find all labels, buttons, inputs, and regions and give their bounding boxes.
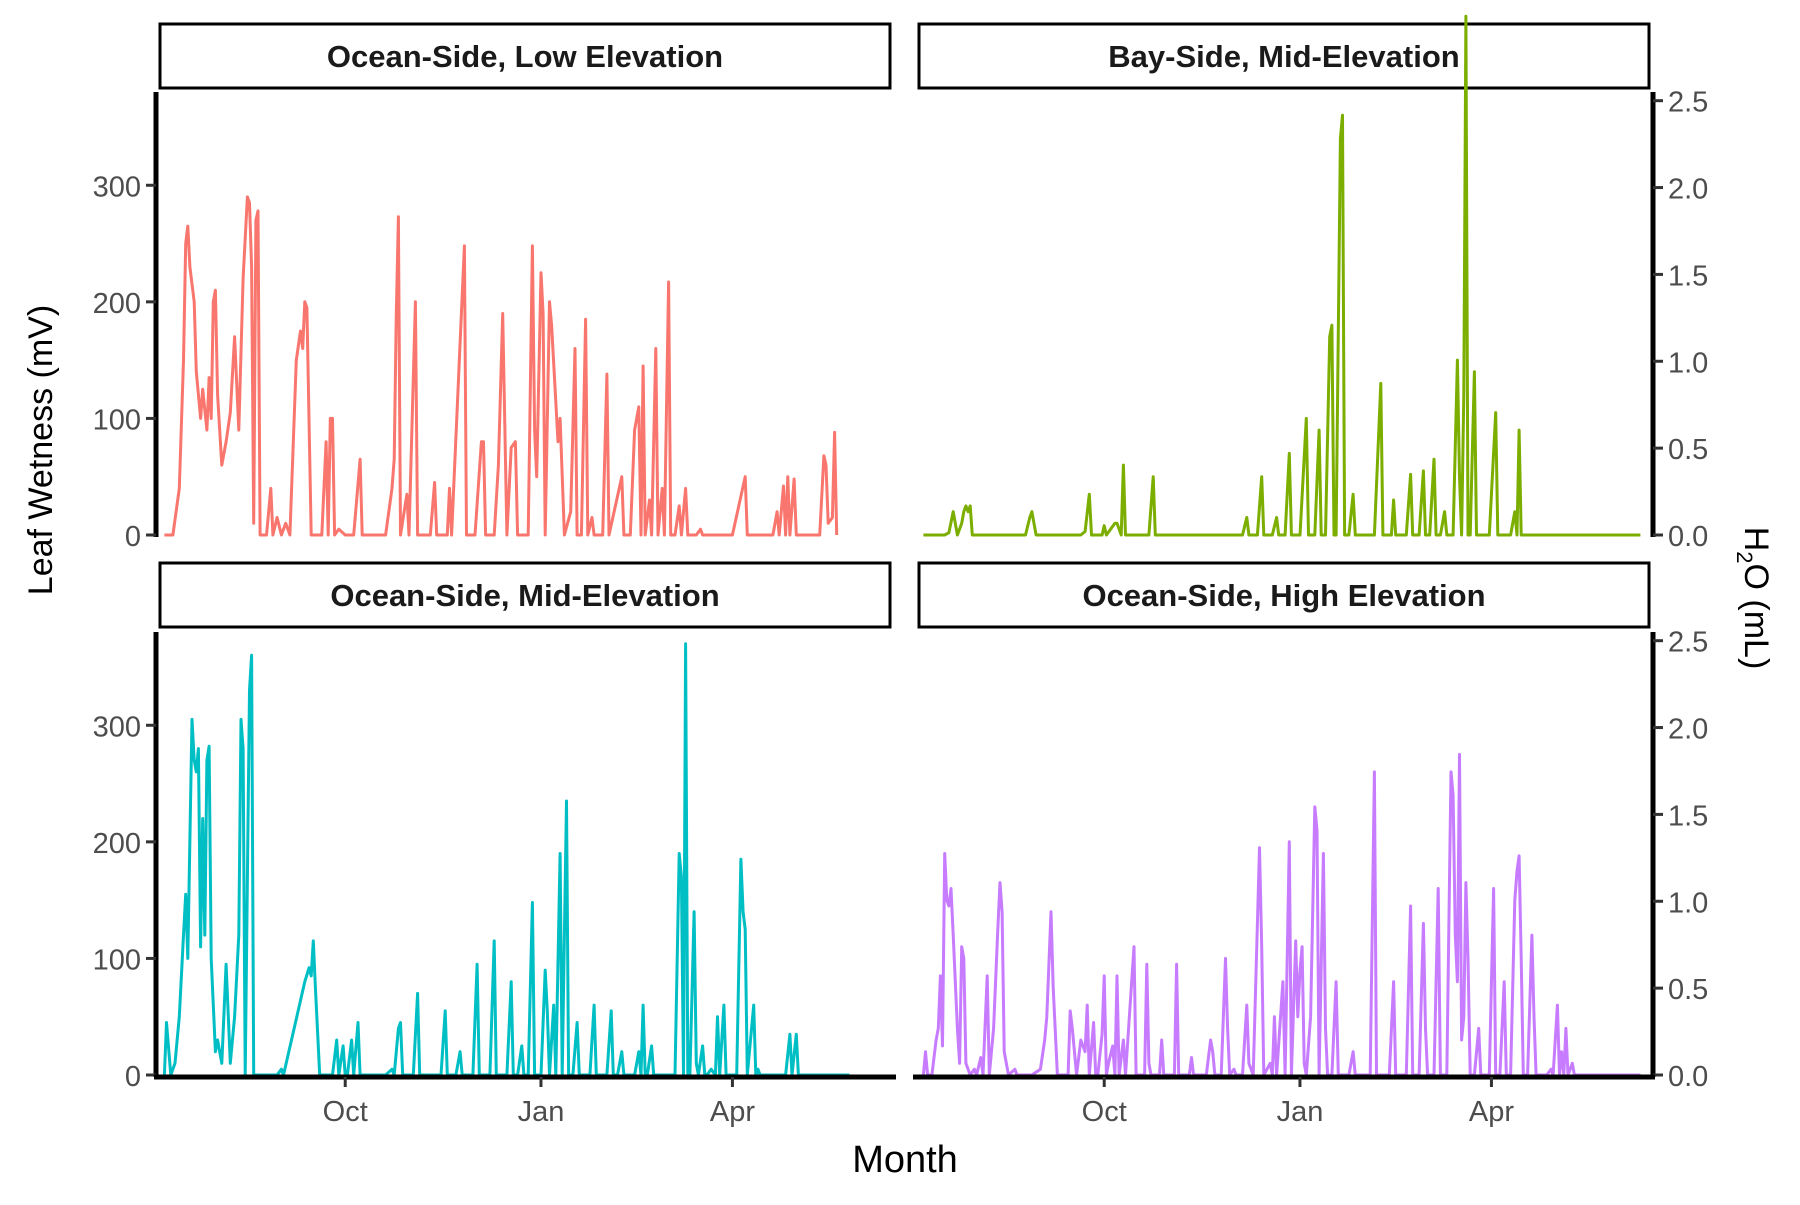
y-axis-title-right: H2O (mL)	[1732, 527, 1775, 670]
y-axis-title-right-suffix: O (mL)	[1737, 564, 1775, 670]
y-tick-label-left: 200	[93, 288, 141, 320]
y-tick-label-right: 1.5	[1668, 260, 1708, 292]
series-line	[164, 195, 839, 537]
y-tick-label-right: 0.0	[1668, 521, 1708, 553]
panel-title: Ocean-Side, Mid-Elevation	[330, 578, 719, 613]
series-line	[921, 752, 1641, 1077]
panel-3: Ocean-Side, Mid-Elevation 0 100 200 300 Oct Ja…	[93, 561, 896, 1128]
y-tick-label-right: 1.0	[1668, 887, 1708, 919]
panel-1: Ocean-Side, Low Elevation 0 100 200 300	[93, 22, 892, 553]
y-tick-label-right: 0.5	[1668, 434, 1708, 466]
y-tick-label-right: 0.0	[1668, 1061, 1708, 1093]
y-tick-label-right: 2.0	[1668, 714, 1708, 746]
panel-strip	[917, 561, 1651, 629]
x-tick-label: Oct	[323, 1096, 368, 1128]
y-tick-label-right: 1.5	[1668, 800, 1708, 832]
x-tick-label: Apr	[710, 1096, 755, 1128]
y-tick-label-left: 200	[93, 828, 141, 860]
panel-strip	[917, 22, 1651, 90]
y-tick-label-right: 2.0	[1668, 174, 1708, 206]
x-tick-label: Oct	[1082, 1096, 1127, 1128]
y-tick-label-right: 0.5	[1668, 974, 1708, 1006]
panel-title: Bay-Side, Mid-Elevation	[1108, 39, 1459, 74]
x-tick-label: Apr	[1469, 1096, 1514, 1128]
y-tick-label-left: 0	[125, 521, 141, 553]
series-line	[923, 14, 1641, 537]
y-tick-label-left: 0	[125, 1061, 141, 1093]
panel-strip	[158, 561, 892, 629]
y-tick-label-left: 300	[93, 711, 141, 743]
panel-title: Ocean-Side, High Elevation	[1082, 578, 1485, 613]
y-axis-title-right-subscript: 2	[1732, 551, 1757, 563]
y-tick-label-left: 100	[93, 404, 141, 436]
y-tick-label-left: 100	[93, 944, 141, 976]
y-tick-label-right: 2.5	[1668, 627, 1708, 659]
panel-2: Bay-Side, Mid-Elevation 0.0 0.5 1.0 1.5 2.0 2.…	[917, 14, 1708, 553]
x-tick-label: Jan	[1277, 1096, 1324, 1128]
panel-strip	[158, 22, 892, 90]
panels-layer: Ocean-Side, Low Elevation 0 100 200 300 Bay-S…	[93, 14, 1708, 1128]
y-tick-label-right: 2.5	[1668, 87, 1708, 119]
y-tick-label-right: 1.0	[1668, 347, 1708, 379]
y-axis-title-right-prefix: H	[1737, 527, 1775, 552]
x-axis-title: Month	[852, 1139, 958, 1181]
x-tick-label: Jan	[518, 1096, 565, 1128]
panel-4: Ocean-Side, High Elevation 0.0 0.5 1.0 1.5 2.…	[913, 561, 1708, 1128]
y-axis-title-left: Leaf Wetness (mV)	[22, 305, 60, 595]
panel-title: Ocean-Side, Low Elevation	[327, 39, 723, 74]
series-line	[162, 642, 850, 1077]
y-tick-label-left: 300	[93, 171, 141, 203]
